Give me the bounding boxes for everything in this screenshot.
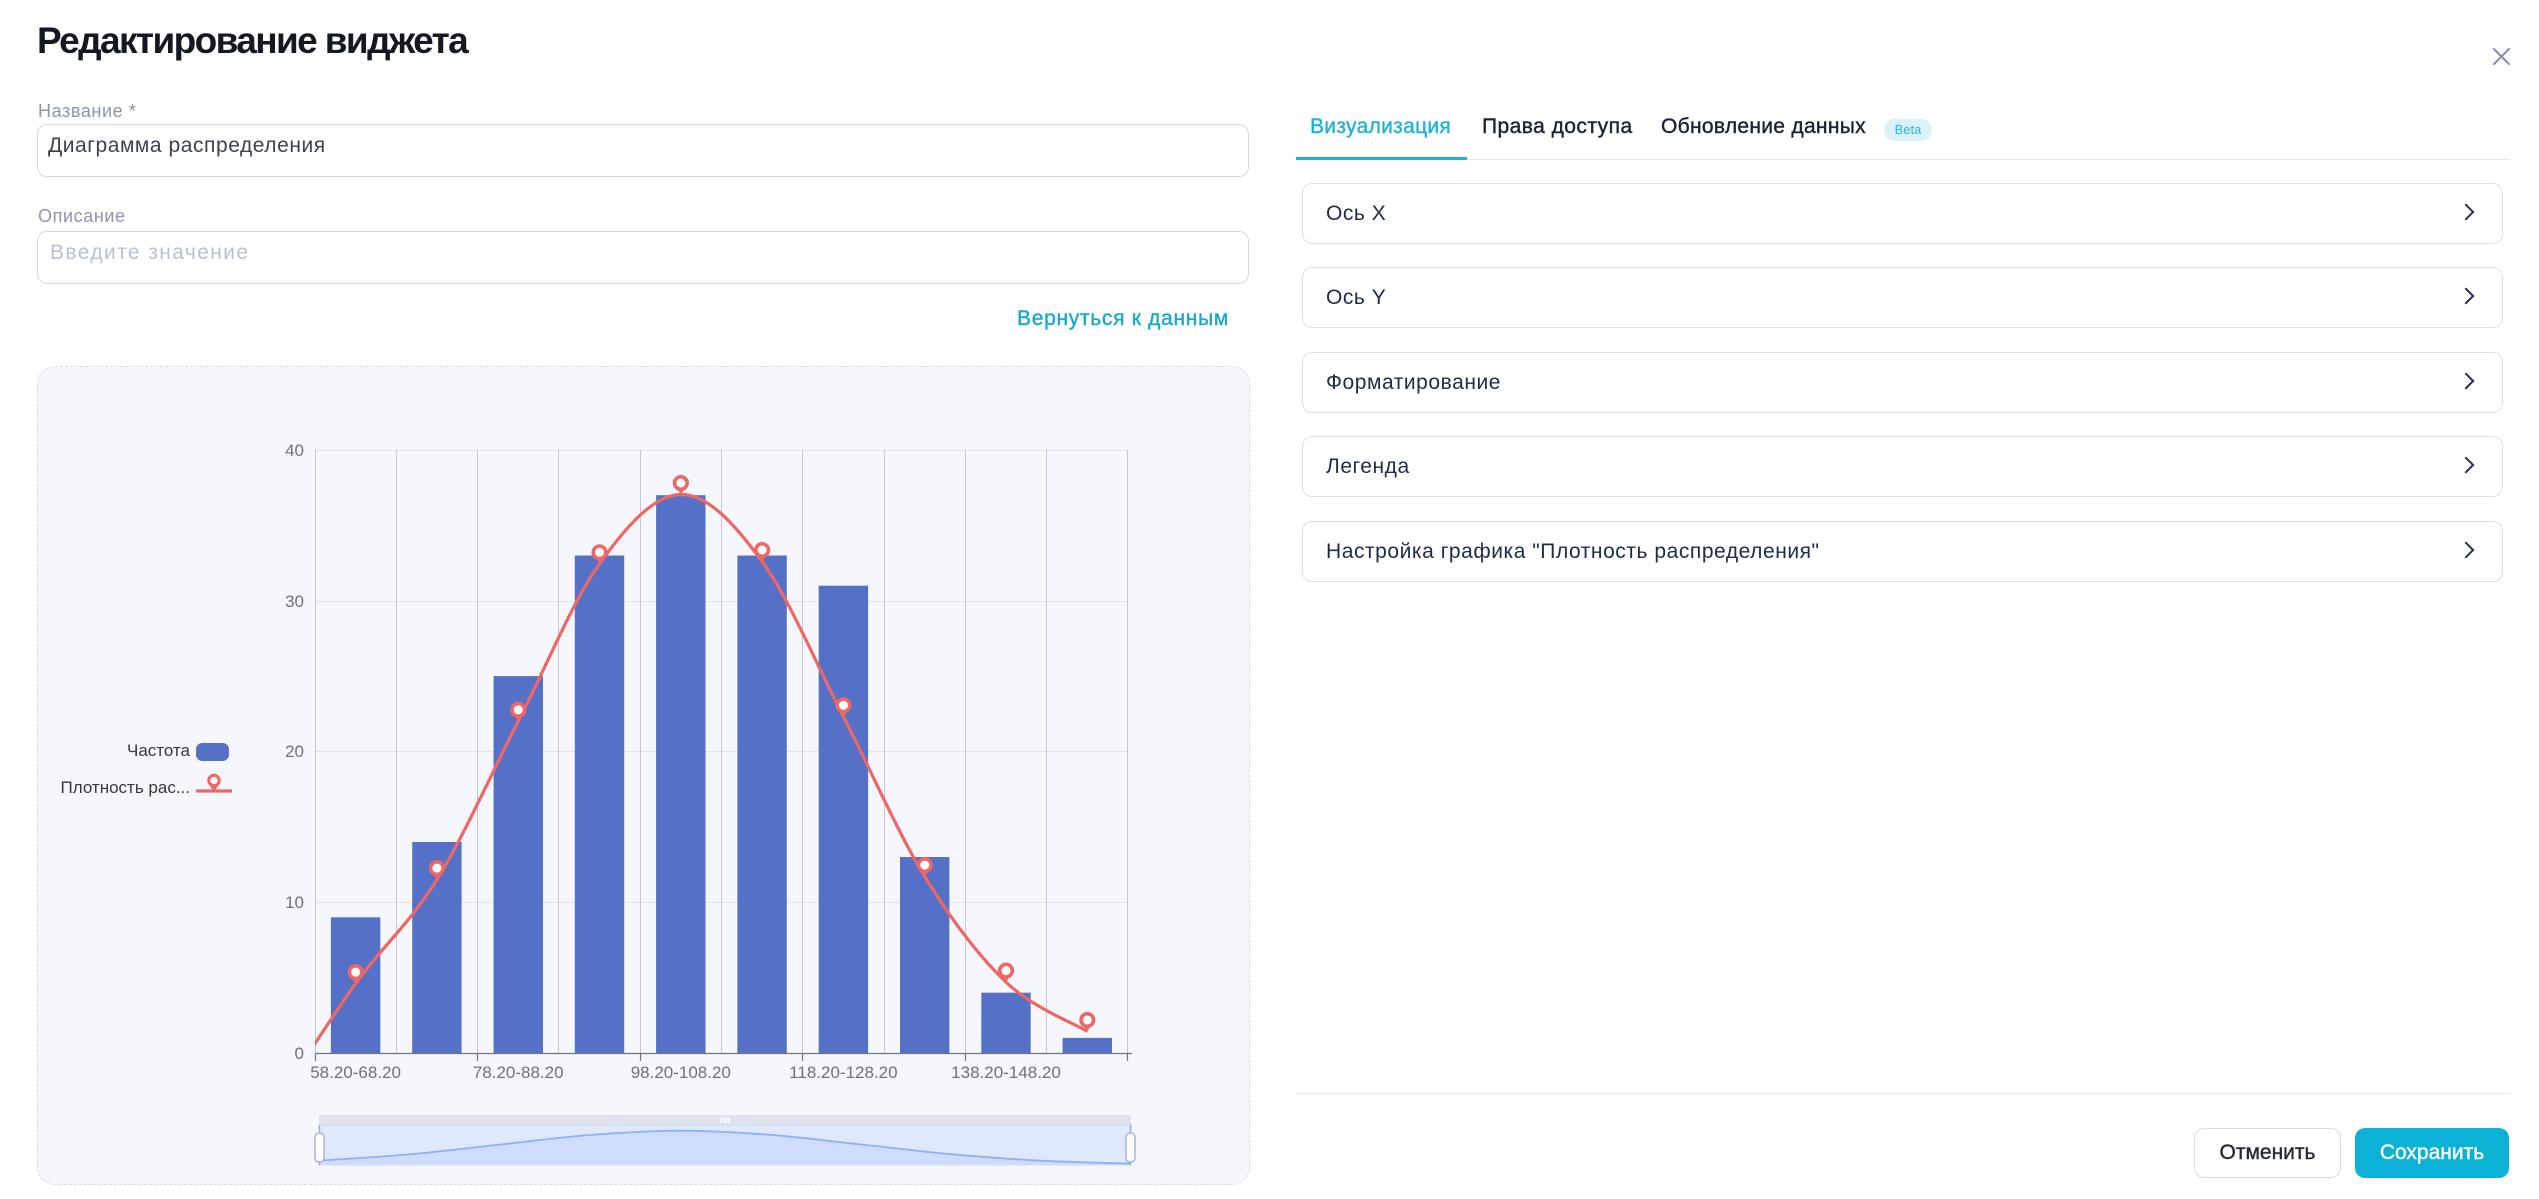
svg-text:Плотность рас...: Плотность рас... xyxy=(61,778,190,797)
svg-text:138.20-148.20: 138.20-148.20 xyxy=(951,1063,1061,1082)
svg-text:78.20-88.20: 78.20-88.20 xyxy=(473,1063,564,1082)
svg-text:10: 10 xyxy=(285,893,304,912)
svg-text:Частота: Частота xyxy=(127,741,191,760)
svg-text:0: 0 xyxy=(295,1044,304,1063)
svg-text:40: 40 xyxy=(285,441,304,460)
svg-text:20: 20 xyxy=(285,742,304,761)
svg-text:30: 30 xyxy=(285,592,304,611)
svg-text:58.20-68.20: 58.20-68.20 xyxy=(310,1063,401,1082)
svg-text:98.20-108.20: 98.20-108.20 xyxy=(631,1063,731,1082)
svg-text:118.20-128.20: 118.20-128.20 xyxy=(789,1063,897,1082)
